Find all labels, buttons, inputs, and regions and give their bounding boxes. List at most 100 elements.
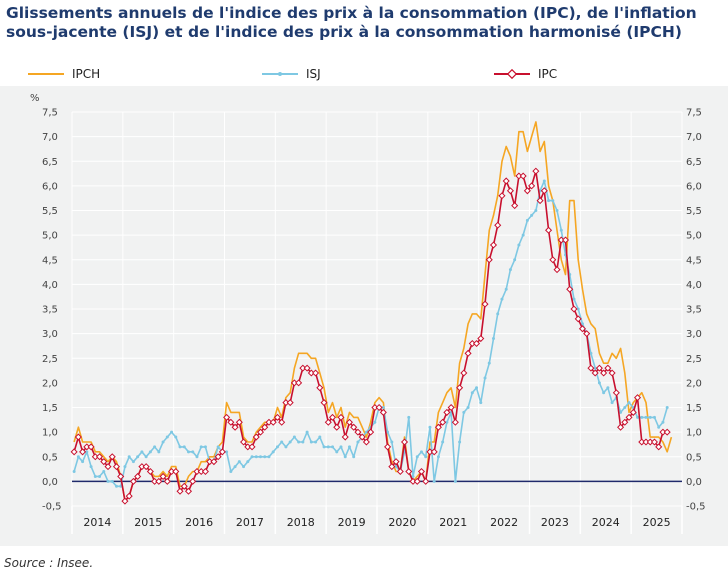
series-line-ipch [73,121,673,502]
point-ipc [193,467,201,476]
point-isj [140,450,144,454]
point-ipc [333,423,341,431]
chart-area [0,86,728,546]
point-ipc [473,339,481,348]
point-isj [136,455,140,459]
point-isj [191,450,195,454]
point-ipc [460,369,468,377]
point-isj [314,440,318,444]
point-ipc [189,477,197,485]
y-tick-label-right: 1,5 [686,403,702,414]
point-ipc [240,438,248,446]
point-isj [394,465,398,469]
y-tick-label-right: 6,0 [686,181,702,192]
point-ipc [456,384,464,392]
y-tick-label-right: 7,0 [686,132,702,143]
point-ipc [430,448,438,456]
point-isj [246,460,250,464]
point-isj [275,445,279,449]
point-ipc [392,458,400,466]
point-ipc [612,389,620,397]
point-isj [390,440,394,444]
y-tick-label-left: 4,5 [42,255,58,266]
point-ipc [536,197,544,205]
point-isj [297,440,301,444]
point-ipc [155,477,163,485]
point-isj [504,287,508,291]
point-ipc [70,448,78,456]
point-ipc [265,418,273,426]
point-ipc [112,463,121,471]
point-ipc [129,477,137,485]
point-isj [199,445,203,449]
point-ipc [146,467,154,476]
point-isj [623,406,627,409]
point-ipc [151,477,159,485]
point-ipc [468,339,476,348]
point-isj [216,445,220,449]
point-isj [347,445,351,449]
point-isj [331,445,335,449]
point-ipc [104,463,112,471]
point-ipc [231,423,239,431]
point-ipc [180,482,188,490]
point-ipc [312,369,320,377]
point-isj [610,401,614,405]
point-ipc [604,364,612,372]
point-ipc [316,384,324,392]
point-ipc [142,463,150,471]
point-isj [267,455,271,459]
legend-swatch-ipc [494,68,530,80]
point-ipc [481,300,489,308]
point-ipc [650,438,659,446]
point-isj [487,361,491,365]
y-tick-label-left: 0,5 [42,452,58,463]
series-line-ipc [73,170,668,502]
x-tick-label: 2020 [388,516,416,529]
point-ipc [549,256,557,264]
point-isj [305,430,309,434]
point-ipc [451,418,459,426]
y-tick-label-left: 3,0 [42,329,58,340]
point-ipc [566,285,574,293]
y-tick-label-right: 0,5 [686,452,702,463]
point-ipc [244,443,252,451]
point-isj [602,391,606,395]
point-isj [462,410,466,414]
point-ipc [617,423,625,431]
point-ipc [379,408,387,416]
x-tick-label: 2025 [643,516,671,529]
point-ipc [422,477,430,485]
point-ipc [362,438,370,446]
point-ipc [621,418,629,426]
point-isj [559,228,563,232]
point-isj [580,322,584,326]
point-ipc [646,438,654,446]
point-isj [640,415,644,419]
point-isj [335,450,339,454]
point-ipc [206,458,214,466]
point-isj [259,455,263,459]
point-isj [356,440,360,444]
point-ipc [214,453,222,461]
point-ipc [642,438,650,446]
point-isj [432,479,436,483]
y-tick-label-left: 3,5 [42,305,58,316]
point-ipc [426,448,434,456]
point-isj [373,420,377,424]
point-isj [131,460,135,464]
point-ipc [201,467,209,476]
point-ipc [485,256,493,264]
point-ipc [134,472,142,480]
y-tick-label-left: 2,0 [42,378,58,389]
point-isj [195,455,199,459]
point-ipc [540,187,548,195]
point-isj [525,218,529,222]
point-isj [364,430,368,434]
point-isj [148,450,152,454]
point-ipc [227,418,235,426]
point-ipc [138,463,146,471]
point-ipc [350,423,358,431]
y-tick-label-left: 7,0 [42,132,58,143]
